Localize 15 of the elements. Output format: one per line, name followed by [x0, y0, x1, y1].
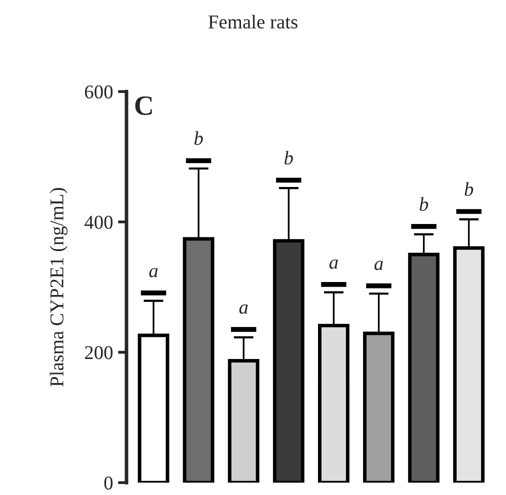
y-tick-label: 600 — [84, 85, 113, 99]
y-tick-label: 400 — [84, 216, 113, 229]
annotation: C — [135, 96, 152, 116]
y-tick-label: 0 — [104, 476, 113, 490]
annotation: b — [194, 131, 203, 145]
annotation: a — [239, 304, 248, 314]
y-tick-label: 200 — [84, 346, 113, 360]
chart-title: Female rats — [208, 14, 298, 29]
annotation: a — [374, 260, 383, 270]
annotation: b — [420, 197, 428, 211]
annotation: a — [149, 268, 158, 278]
annotation: a — [329, 259, 338, 269]
y-axis-title: Plasma CYP2E1 (ng/mL) — [50, 188, 68, 386]
annotation: b — [464, 182, 474, 196]
annotation: b — [284, 150, 293, 165]
